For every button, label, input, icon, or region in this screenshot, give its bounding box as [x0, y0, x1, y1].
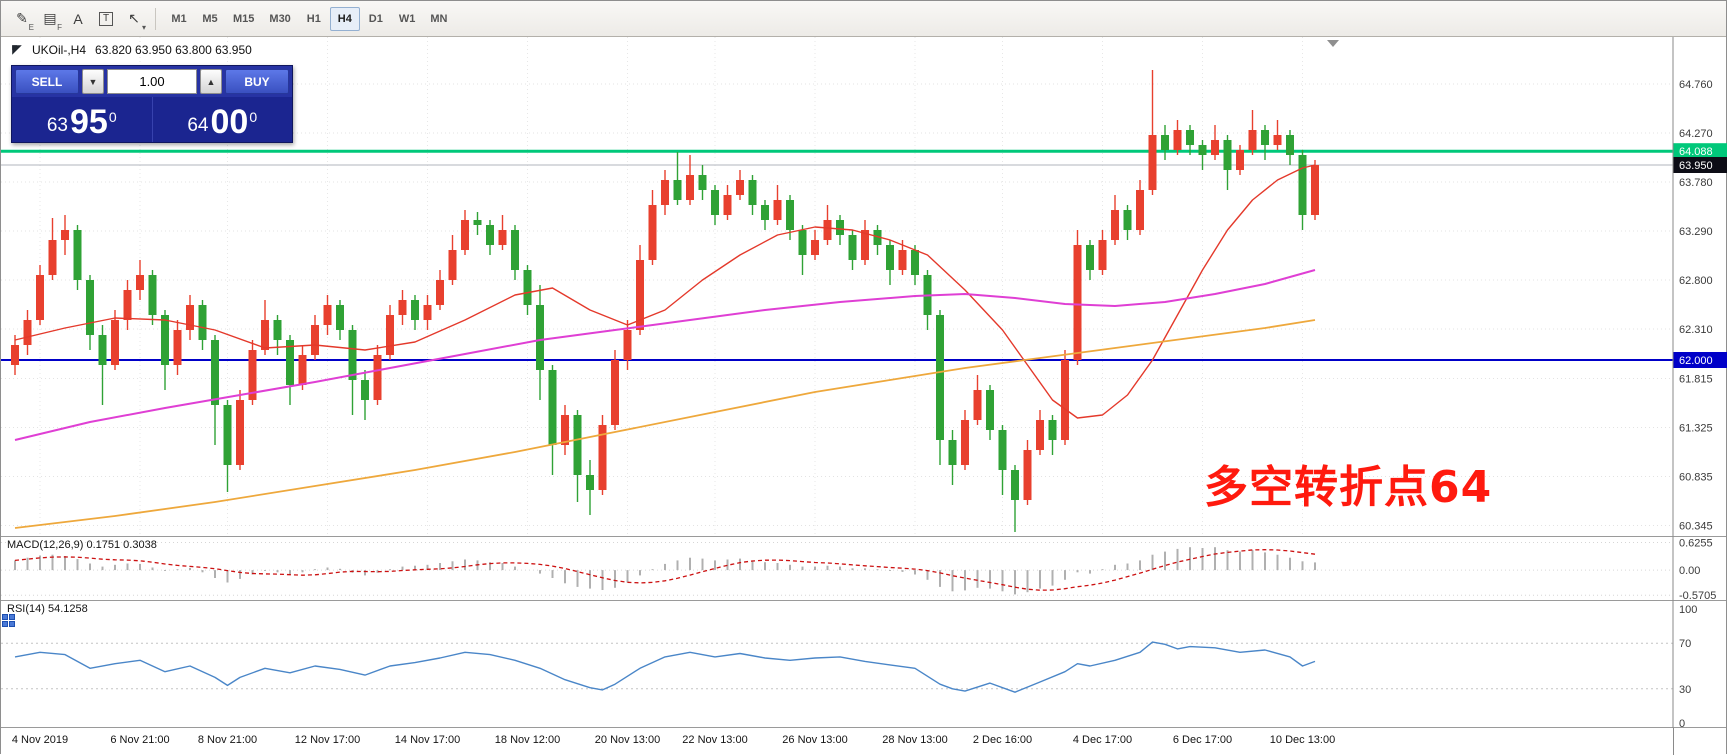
- one-click-toggle-icon[interactable]: [12, 45, 22, 55]
- time-label: 6 Nov 21:00: [110, 734, 169, 746]
- main-chart-panel: 64.760 64.270 63.780 63.290 62.800 62.310 61.8…: [1, 37, 1726, 537]
- timeframe-m5[interactable]: M5: [195, 7, 225, 31]
- price-scale: 64.760 64.270 63.780 63.290 62.800 62.310 61.8…: [1674, 79, 1727, 533]
- minimized-window-icon-square: [9, 621, 15, 627]
- cursor-tool-icon[interactable]: ↖▾: [121, 6, 147, 32]
- time-label: 2 Dec 16:00: [973, 734, 1032, 746]
- buy-price-display: 64 00 0: [153, 97, 293, 142]
- panel-tool-icon-f[interactable]: ▤F: [37, 6, 63, 32]
- buy-price-big: 00: [211, 109, 249, 137]
- timeframe-h4[interactable]: H4: [330, 7, 360, 31]
- sell-button[interactable]: SELL: [15, 69, 79, 94]
- time-label: 20 Nov 13:00: [595, 734, 660, 746]
- volume-down-button[interactable]: ▼: [82, 69, 104, 94]
- timeframe-w1[interactable]: W1: [392, 7, 423, 31]
- svg-text:30: 30: [1679, 684, 1691, 696]
- svg-text:60.835: 60.835: [1679, 472, 1713, 484]
- svg-text:0: 0: [1679, 718, 1685, 728]
- svg-text:64.270: 64.270: [1679, 128, 1713, 140]
- time-label: 12 Nov 17:00: [295, 734, 360, 746]
- time-label: 8 Nov 21:00: [198, 734, 257, 746]
- text-label-tool-icon[interactable]: A: [65, 6, 91, 32]
- draw-tool-icon-e[interactable]: ✎E: [9, 6, 35, 32]
- time-label: 4 Dec 17:00: [1073, 734, 1132, 746]
- svg-text:70: 70: [1679, 638, 1691, 650]
- volume-input[interactable]: [107, 69, 197, 94]
- rsi-label: RSI(14) 54.1258: [7, 603, 88, 615]
- svg-text:63.780: 63.780: [1679, 177, 1713, 189]
- symbol-bar: UKOil-,H4 63.820 63.950 63.800 63.950: [11, 43, 252, 57]
- svg-text:0.00: 0.00: [1679, 565, 1700, 577]
- symbol-title: UKOil-,H4: [32, 43, 86, 57]
- trade-panel-prices: 63 95 0 64 00 0: [12, 97, 292, 142]
- time-label: 4 Nov 2019: [12, 734, 68, 746]
- rsi-scale: 100 70 30 0: [1679, 604, 1697, 728]
- minimized-window-icon-square: [2, 621, 8, 627]
- buy-price-small: 64: [187, 116, 208, 137]
- svg-text:61.815: 61.815: [1679, 374, 1713, 386]
- time-label: 22 Nov 13:00: [682, 734, 747, 746]
- svg-text:62.310: 62.310: [1679, 324, 1713, 336]
- buy-price-pip: 0: [249, 110, 257, 124]
- timeframe-m1[interactable]: M1: [164, 7, 194, 31]
- svg-text:62.800: 62.800: [1679, 275, 1713, 287]
- minimized-window-icon-square: [9, 614, 15, 620]
- macd-label: MACD(12,26,9) 0.1751 0.3038: [7, 539, 157, 551]
- svg-text:62.000: 62.000: [1679, 355, 1713, 367]
- time-axis[interactable]: 4 Nov 2019 6 Nov 21:00 8 Nov 21:00 12 Nov 1…: [1, 728, 1726, 755]
- sell-price-big: 95: [70, 109, 108, 137]
- toolbar-separator: [155, 8, 156, 30]
- time-label: 14 Nov 17:00: [395, 734, 460, 746]
- ma-mid-magenta-line: [15, 270, 1315, 440]
- svg-text:-0.5705: -0.5705: [1679, 590, 1716, 601]
- svg-text:64.088: 64.088: [1679, 146, 1713, 158]
- macd-panel: 0.6255 0.00 -0.5705 MACD(12,26,9) 0.1751 0…: [1, 537, 1726, 601]
- text-box-tool-icon[interactable]: T: [93, 6, 119, 32]
- sell-price-pip: 0: [109, 110, 117, 124]
- rsi-line: [15, 642, 1315, 692]
- time-label: 10 Dec 13:00: [1270, 734, 1335, 746]
- volume-up-button[interactable]: ▲: [200, 69, 222, 94]
- time-label: 28 Nov 13:00: [882, 734, 947, 746]
- minimized-window-icon-square: [2, 614, 8, 620]
- rsi-svg[interactable]: 100 70 30 0: [1, 601, 1727, 728]
- symbol-ohlc: 63.820 63.950 63.800 63.950: [95, 43, 252, 57]
- sell-price-display: 63 95 0: [12, 97, 153, 142]
- rsi-panel: 100 70 30 0 RSI(14) 54.1258: [1, 601, 1726, 728]
- time-label: 18 Nov 12:00: [495, 734, 560, 746]
- ma-slow-orange-line: [15, 320, 1315, 528]
- one-click-trade-panel: SELL ▼ ▲ BUY 63 95 0 64 00 0: [11, 65, 293, 143]
- svg-text:60.345: 60.345: [1679, 521, 1713, 533]
- macd-scale: 0.6255 0.00 -0.5705: [1679, 538, 1716, 602]
- timeframe-m30[interactable]: M30: [262, 7, 297, 31]
- minimized-window-icon[interactable]: [2, 614, 17, 629]
- sell-price-small: 63: [47, 116, 68, 137]
- trade-panel-controls: SELL ▼ ▲ BUY: [12, 66, 292, 97]
- timeframe-m15[interactable]: M15: [226, 7, 261, 31]
- time-label: 26 Nov 13:00: [782, 734, 847, 746]
- macd-svg[interactable]: 0.6255 0.00 -0.5705: [1, 537, 1727, 601]
- svg-text:64.760: 64.760: [1679, 79, 1713, 91]
- svg-text:61.325: 61.325: [1679, 423, 1713, 435]
- svg-text:63.290: 63.290: [1679, 226, 1713, 238]
- time-label: 6 Dec 17:00: [1173, 734, 1232, 746]
- svg-text:63.950: 63.950: [1679, 160, 1713, 172]
- chart-shift-marker[interactable]: [1327, 40, 1339, 47]
- svg-text:0.6255: 0.6255: [1679, 538, 1713, 550]
- timeframe-mn[interactable]: MN: [423, 7, 454, 31]
- svg-text:100: 100: [1679, 604, 1697, 616]
- scale-separator: [1673, 728, 1674, 755]
- buy-button[interactable]: BUY: [225, 69, 289, 94]
- macd-histogram: [15, 547, 1315, 594]
- timeframe-d1[interactable]: D1: [361, 7, 391, 31]
- chart-text-annotation[interactable]: 多空转折点64: [1204, 451, 1492, 515]
- timeframe-h1[interactable]: H1: [299, 7, 329, 31]
